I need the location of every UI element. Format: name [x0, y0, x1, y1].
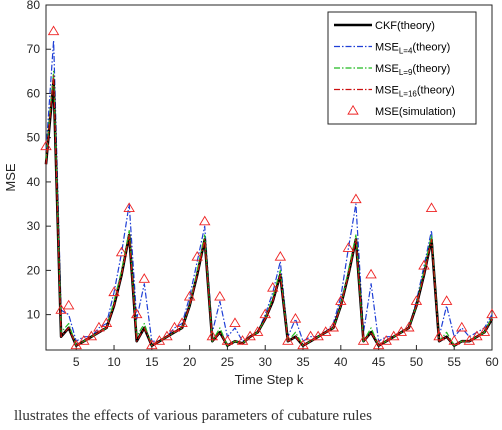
simulation-point: [335, 295, 347, 305]
simulation-point: [267, 281, 279, 292]
simulation-point: [251, 326, 264, 336]
simulation-point: [191, 251, 203, 261]
mse-line-chart: 10 20 30 40 50 60 70 80 5 10 15 20 25 30 35 40 45 50 55 60…: [3, 0, 499, 387]
y-tick-label: 50: [27, 131, 41, 145]
y-axis-ticks: 10 20 30 40 50 60 70 80: [27, 0, 51, 322]
simulation-point: [289, 312, 302, 323]
simulation-point: [115, 246, 128, 257]
simulation-point: [206, 330, 219, 341]
simulation-point: [221, 335, 234, 345]
series-group: [40, 25, 498, 350]
simulation-point: [304, 330, 317, 341]
simulation-point: [40, 140, 52, 151]
x-tick-label: 30: [259, 355, 273, 369]
y-tick-label: 70: [27, 42, 41, 56]
simulation-point: [100, 317, 113, 328]
x-tick-label: 60: [485, 355, 499, 369]
simulation-point: [183, 290, 196, 301]
simulation-point: [214, 290, 226, 301]
legend: CKF(theory) MSEL=4(theory) MSEL=9(theory) M…: [327, 11, 477, 125]
simulation-point: [425, 202, 438, 213]
simulation-point: [199, 215, 211, 226]
simulation-point: [403, 321, 415, 332]
x-tick-label: 45: [372, 355, 386, 369]
x-tick-label: 5: [73, 355, 80, 369]
simulation-point: [123, 202, 135, 213]
simulation-point: [342, 242, 355, 252]
x-tick-label: 10: [107, 355, 121, 369]
x-tick-label: 35: [296, 355, 310, 369]
simulation-point: [478, 326, 491, 336]
simulation-point: [85, 330, 98, 341]
simulation-point: [108, 286, 120, 297]
legend-entry-label: CKF(theory): [375, 20, 435, 32]
simulation-point: [297, 339, 309, 350]
simulation-point: [62, 299, 75, 310]
simulation-point: [357, 335, 370, 345]
y-tick-label: 20: [27, 263, 41, 277]
simulation-point: [229, 317, 241, 328]
legend-entry-label: MSEL=16(theory): [375, 85, 455, 99]
simulation-point: [418, 259, 430, 270]
simulation-point: [138, 273, 151, 283]
simulation-point: [274, 251, 287, 261]
series-line-L-9: [45, 70, 493, 347]
legend-marker: [347, 104, 359, 115]
legend-entry-label: MSE(simulation): [375, 106, 456, 118]
simulation-point: [161, 330, 173, 341]
simulation-point: [433, 330, 445, 341]
legend-entry-label: MSEL=4(theory): [375, 42, 450, 56]
simulation-point: [282, 335, 294, 345]
simulation-point: [176, 317, 188, 328]
simulation-point: [130, 308, 143, 319]
legend-box: [327, 11, 477, 125]
simulation-point: [440, 295, 453, 305]
x-tick-label: 50: [410, 355, 424, 369]
simulation-point: [350, 193, 362, 204]
x-tick-label: 20: [183, 355, 197, 369]
y-axis-label: MSE: [3, 163, 18, 192]
series-line-L-16: [45, 75, 493, 347]
y-tick-label: 60: [27, 86, 41, 100]
simulation-point: [327, 321, 339, 332]
simulation-point: [486, 308, 498, 319]
x-tick-label: 15: [145, 355, 159, 369]
x-axis-label: Time Step k: [235, 372, 304, 387]
x-tick-label: 40: [334, 355, 348, 369]
simulation-point: [410, 295, 423, 305]
x-tick-label: 55: [448, 355, 462, 369]
y-tick-label: 80: [27, 0, 41, 12]
simulation-point: [448, 335, 460, 345]
figure-caption: llustrates the effects of various parame…: [14, 408, 372, 424]
x-axis-ticks: 5 10 15 20 25 30 35 40 45 50 55 60: [73, 345, 499, 369]
y-tick-label: 30: [27, 219, 41, 233]
legend-entry-label: MSEL=9(theory): [375, 63, 450, 77]
y-tick-label: 40: [27, 175, 41, 189]
x-tick-label: 25: [221, 355, 235, 369]
simulation-point: [365, 268, 377, 279]
simulation-point: [47, 25, 60, 36]
y-tick-label: 10: [27, 308, 41, 322]
simulation-point: [456, 321, 468, 332]
simulation-point: [259, 308, 271, 319]
